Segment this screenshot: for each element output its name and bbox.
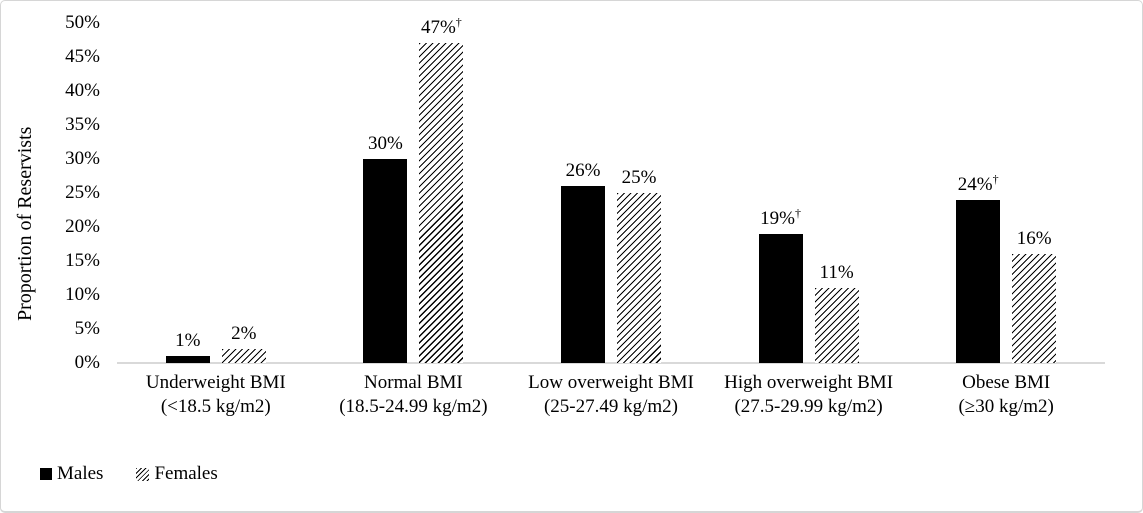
bar-males-1 [165, 356, 210, 363]
legend-label-males: Males [57, 463, 104, 484]
bar-females-5 [1012, 254, 1057, 363]
value-label: 2% [231, 323, 257, 344]
dagger-marker: † [455, 15, 462, 29]
category-name: High overweight BMI [724, 372, 894, 393]
legend-label-females: Females [154, 463, 218, 484]
value-label: 24%† [957, 172, 999, 195]
y-tick-label: 5% [74, 318, 100, 339]
y-tick-label: 50% [65, 12, 100, 33]
legend: Males Females [40, 463, 218, 485]
value-label: 16% [1016, 228, 1052, 249]
value-label: 11% [819, 262, 854, 283]
y-tick-label: 10% [65, 284, 100, 305]
category-range: (≥30 kg/m2) [958, 396, 1054, 417]
y-tick-label: 30% [65, 148, 100, 169]
category-label: Obese BMI (≥30 kg/m2) [891, 371, 1121, 419]
value-label: 25% [621, 167, 657, 188]
males-solid-swatch-icon [40, 468, 52, 480]
y-tick-label: 20% [65, 216, 100, 237]
bar-males-4 [758, 234, 803, 363]
category-name: Obese BMI [962, 372, 1051, 393]
category-name: Underweight BMI [145, 372, 286, 393]
bar-females-4 [814, 288, 859, 363]
category-name: Low overweight BMI [528, 372, 694, 393]
category-name: Normal BMI [364, 372, 463, 393]
category-range: (<18.5 kg/m2) [160, 396, 271, 417]
y-tick-label: 40% [65, 80, 100, 101]
category-range: (18.5-24.99 kg/m2) [339, 396, 488, 417]
category-range: (27.5-29.99 kg/m2) [734, 396, 883, 417]
y-tick-label: 45% [65, 46, 100, 67]
legend-item-females: Females [136, 463, 218, 485]
x-axis-line [117, 362, 1105, 364]
category-label: Low overweight BMI (25-27.49 kg/m2) [496, 371, 726, 419]
category-range: (25-27.49 kg/m2) [543, 396, 679, 417]
value-label: 19%† [760, 206, 801, 229]
bar-females-1 [221, 349, 266, 363]
dagger-marker: † [992, 172, 999, 186]
legend-item-males: Males [40, 463, 103, 485]
bar-females-2 [419, 43, 464, 363]
y-tick-label: 0% [74, 352, 100, 373]
dagger-marker: † [795, 206, 801, 220]
value-label: 47%† [420, 15, 462, 38]
category-label: Underweight BMI (<18.5 kg/m2) [101, 371, 331, 419]
females-hatch-swatch-icon [136, 467, 150, 481]
bar-males-5 [956, 200, 1001, 363]
category-label: Normal BMI (18.5-24.99 kg/m2) [298, 371, 528, 419]
bar-males-2 [363, 159, 408, 363]
y-tick-label: 15% [65, 250, 100, 271]
value-label: 1% [175, 330, 201, 351]
bar-males-3 [561, 186, 605, 363]
bar-females-3 [617, 193, 661, 363]
value-label: 30% [367, 133, 403, 154]
y-tick-label: 25% [65, 182, 100, 203]
y-tick-label: 35% [65, 114, 100, 135]
category-label: High overweight BMI (27.5-29.99 kg/m2) [694, 371, 924, 419]
value-label: 26% [565, 160, 601, 181]
